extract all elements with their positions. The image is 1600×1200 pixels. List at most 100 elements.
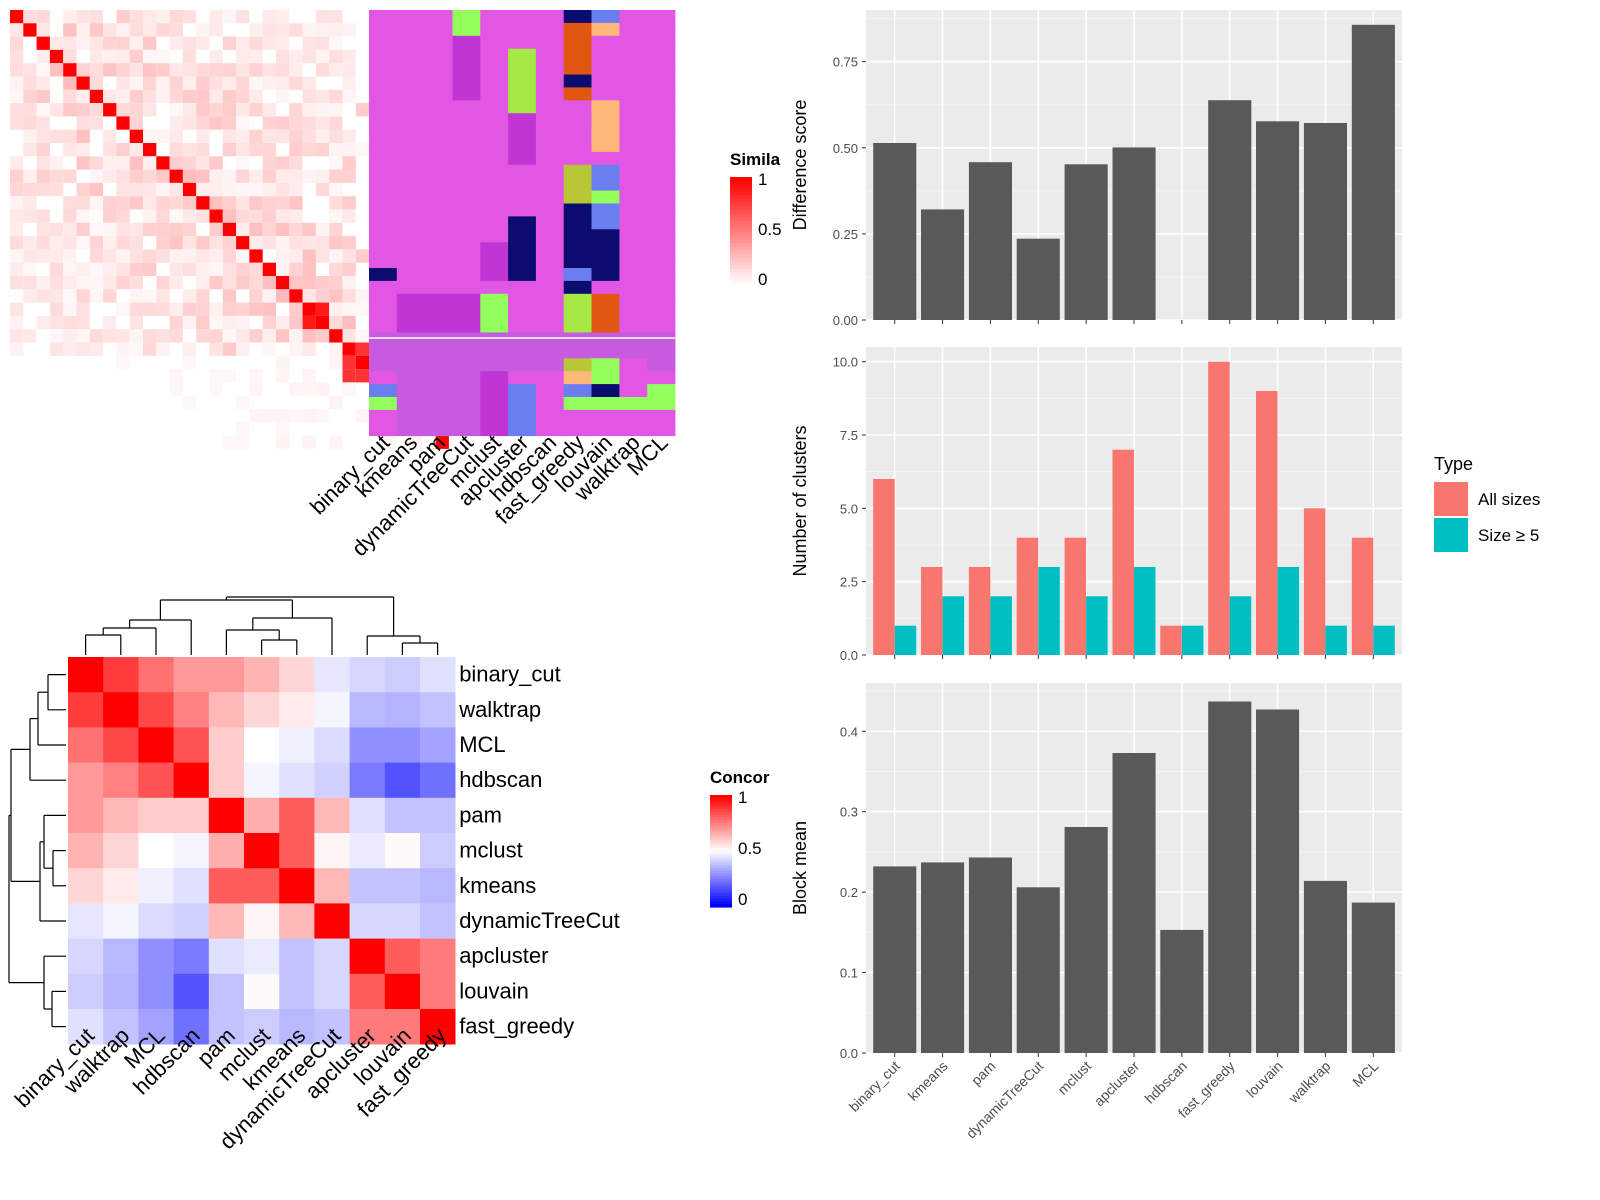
partition-cell [508, 190, 537, 204]
similarity-cell [222, 289, 237, 303]
concordance-cell [314, 692, 350, 728]
similarity-cell [49, 329, 64, 343]
similarity-cell [236, 76, 250, 90]
partition-cell [563, 48, 592, 62]
concordance-legend-step [710, 895, 732, 900]
partition-cell [619, 164, 648, 179]
partition-cell [396, 255, 425, 269]
similarity-cell [49, 222, 64, 237]
concordance-cell [244, 657, 280, 693]
similarity-cell [236, 10, 250, 24]
similarity-cell [116, 36, 130, 50]
concordance-cell [314, 1009, 350, 1045]
partition-cell [508, 409, 537, 424]
partition-cell [424, 384, 453, 398]
partition-cell [396, 293, 425, 308]
similarity-cell [10, 49, 24, 64]
concordance-cell [138, 903, 174, 939]
similarity-cell [236, 129, 250, 143]
similarity-cell [276, 169, 290, 183]
similarity-cell [10, 262, 24, 276]
similarity-cell [262, 276, 276, 290]
partition-cell [452, 358, 481, 372]
similarity-cell [236, 422, 250, 436]
similarity-cell [156, 302, 170, 316]
concordance-legend-tick: 0.5 [738, 839, 762, 858]
similarity-cell [63, 249, 77, 263]
similarity-cell [76, 222, 90, 237]
similarity-cell [76, 156, 90, 170]
partition-cell [480, 100, 509, 114]
similarity-cell [23, 10, 37, 24]
difference-bar [921, 209, 965, 320]
similarity-cell [116, 302, 130, 316]
similarity-cell [182, 103, 197, 117]
similarity-cell [49, 302, 64, 316]
similarity-legend-step [730, 246, 752, 251]
partition-cell [647, 280, 676, 295]
similarity-cell [36, 116, 50, 130]
similarity-cell [36, 209, 50, 223]
similarity-cell [129, 262, 143, 276]
similarity-cell [156, 196, 170, 210]
concordance-cell [103, 727, 139, 763]
partition-cell [480, 151, 509, 166]
similarity-cell [236, 196, 250, 210]
similarity-cell [236, 116, 250, 130]
similarity-cell [289, 156, 303, 170]
partition-cell [647, 268, 676, 282]
partition-cell [396, 319, 425, 333]
similarity-cell [116, 143, 130, 157]
partition-cell [396, 268, 425, 282]
similarity-cell [355, 329, 370, 343]
partition-cell [452, 35, 481, 50]
similarity-cell [36, 249, 50, 263]
concordance-legend-step [710, 853, 732, 858]
concordance-cell [68, 903, 104, 939]
partition-cell [396, 371, 425, 385]
similarity-cell [289, 409, 303, 423]
partition-cell [396, 242, 425, 256]
similarity-cell [10, 76, 24, 90]
similarity-cell [23, 182, 37, 197]
partition-cell [563, 332, 592, 346]
similarity-cell [249, 182, 263, 197]
concordance-cell [173, 727, 210, 763]
similarity-cell [169, 116, 183, 130]
clusters-bar-all-sizes [1256, 391, 1278, 655]
similarity-cell [262, 103, 276, 117]
partition-cell [535, 345, 565, 359]
block-mean-x-label: walktrap [1285, 1058, 1334, 1107]
similarity-cell [169, 182, 183, 197]
similarity-cell [63, 342, 77, 356]
concordance-legend-step [710, 851, 732, 855]
similarity-cell [262, 329, 276, 343]
clusters-bar-all-sizes [921, 567, 943, 655]
type-legend-label: All sizes [1478, 490, 1540, 509]
similarity-cell [329, 89, 343, 104]
similarity-cell [342, 369, 356, 383]
similarity-cell [89, 262, 104, 276]
partition-cell [424, 242, 453, 256]
partition-cell [591, 126, 620, 140]
concordance-cell [420, 692, 456, 728]
block-mean-bar [921, 862, 965, 1053]
block-mean-x-label: mclust [1054, 1058, 1094, 1098]
partition-cell [396, 151, 425, 166]
partition-cell [535, 113, 565, 127]
similarity-cell [276, 289, 290, 303]
partition-cell [480, 87, 509, 101]
concordance-row-label: kmeans [459, 873, 536, 898]
concordance-cell [208, 903, 245, 939]
similarity-cell [329, 103, 343, 117]
similarity-cell [10, 249, 24, 263]
concordance-legend-step [710, 825, 732, 830]
similarity-cell [143, 63, 157, 77]
concordance-legend-step [710, 879, 732, 883]
similarity-legend-step [730, 250, 752, 255]
similarity-cell [355, 249, 370, 263]
similarity-cell [302, 49, 316, 64]
partition-cell [563, 345, 592, 359]
similarity-cell [143, 36, 157, 50]
partition-cell [480, 22, 509, 37]
